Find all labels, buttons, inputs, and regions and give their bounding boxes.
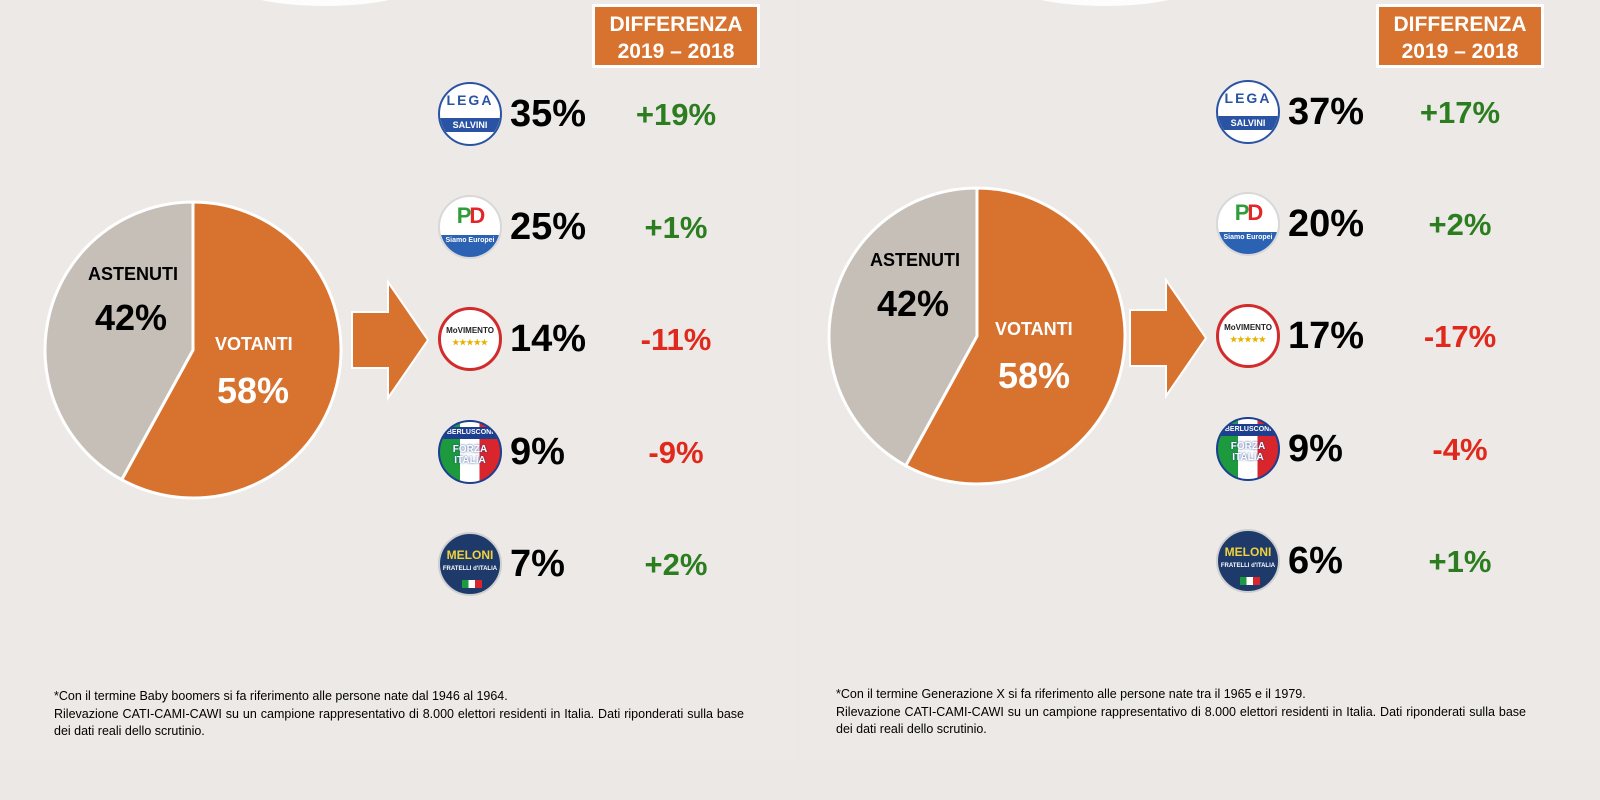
votanti-slice [119,200,343,500]
party-difference: +19% [635,97,717,132]
votanti-value: 58% [217,370,290,411]
footnote-definition: *Con il termine Generazione X si fa rife… [836,687,1306,701]
m5s-party-logo-icon: MoVIMENTO ★★★★★ [1216,304,1280,368]
party-difference: +2% [1428,207,1492,242]
header-line1: DIFFERENZA [609,13,743,36]
footnote: *Con il termine Generazione X si fa rife… [836,686,1526,739]
left-panel: DIFFERENZA 2019 – 2018 ASTENUTI 42% VOTA… [0,0,796,760]
party-difference: +2% [644,547,708,582]
arrow-icon [1129,276,1208,400]
decorative-curve [1010,0,1200,6]
fdi-party-logo-icon: MELONI FRATELLI d'ITALIA [438,532,502,596]
astenuti-label: ASTENUTI [88,264,178,284]
party-difference: +1% [1428,544,1492,579]
party-percentage: 7% [510,543,565,585]
party-difference: -17% [1423,319,1497,354]
arrow-icon [351,278,430,402]
header-line2: 2019 – 2018 [617,40,735,63]
lega-party-logo-icon: LEGA SALVINI [438,82,502,146]
pd-party-logo-icon: PD Siamo Europei [1216,192,1280,256]
party-percentage: 9% [1288,428,1343,470]
decorative-curve [230,0,420,6]
right-panel: DIFFERENZA 2019 – 2018 ASTENUTI 42% VOTA… [800,0,1600,760]
fdi-party-logo-icon: MELONI FRATELLI d'ITALIA [1216,529,1280,593]
forza-italia-party-logo-icon: BERLUSCONI FORZA ITALIA [438,420,502,484]
lega-party-logo-icon: LEGA SALVINI [1216,80,1280,144]
turnout-pie-chart [827,186,1127,486]
votanti-value: 58% [998,355,1071,396]
party-percentage: 6% [1288,540,1343,582]
footnote-definition: *Con il termine Baby boomers si fa rifer… [54,689,508,703]
footnote-methodology: Rilevazione CATI-CAMI-CAWI su un campion… [54,706,744,739]
party-difference: -11% [640,322,712,357]
header-line1: DIFFERENZA [1393,13,1527,36]
party-difference: -4% [1432,432,1488,467]
header-line2: 2019 – 2018 [1401,40,1519,63]
astenuti-slice [827,186,979,468]
pd-party-logo-icon: PD Siamo Europei [438,195,502,259]
astenuti-slice [43,200,195,482]
footnote: *Con il termine Baby boomers si fa rifer… [54,688,744,741]
astenuti-value: 42% [95,297,168,338]
party-percentage: 20% [1288,203,1365,245]
party-difference: +17% [1419,95,1501,130]
party-percentage: 25% [510,206,587,248]
difference-header: DIFFERENZA 2019 – 2018 [592,4,760,68]
turnout-pie-chart [43,200,343,500]
astenuti-label: ASTENUTI [870,250,960,270]
party-percentage: 35% [510,93,587,135]
forza-italia-party-logo-icon: BERLUSCONI FORZA ITALIA [1216,417,1280,481]
footnote-methodology: Rilevazione CATI-CAMI-CAWI su un campion… [836,704,1526,737]
votanti-slice [903,186,1127,486]
m5s-party-logo-icon: MoVIMENTO ★★★★★ [438,307,502,371]
party-percentage: 14% [510,318,587,360]
votanti-label: VOTANTI [995,319,1073,339]
party-percentage: 37% [1288,91,1365,133]
votanti-label: VOTANTI [215,334,293,354]
party-difference: +1% [644,210,708,245]
astenuti-value: 42% [877,283,950,324]
party-percentage: 9% [510,431,565,473]
party-percentage: 17% [1288,315,1365,357]
party-difference: -9% [648,435,704,470]
difference-header: DIFFERENZA 2019 – 2018 [1376,4,1544,68]
